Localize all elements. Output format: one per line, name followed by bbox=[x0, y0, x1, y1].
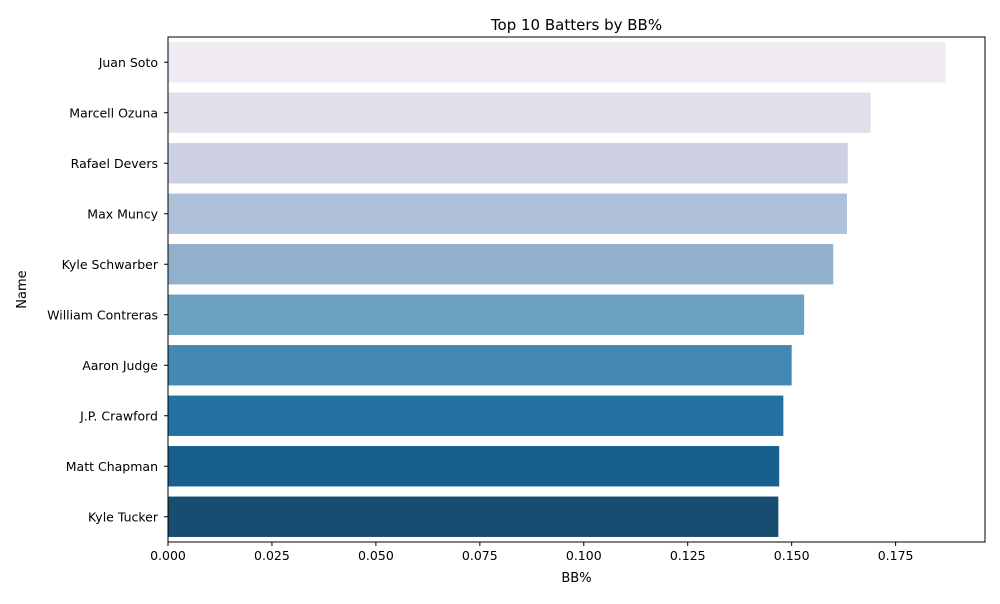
chart-title: Top 10 Batters by BB% bbox=[490, 16, 662, 34]
bar bbox=[168, 193, 847, 234]
y-tick-label: William Contreras bbox=[47, 307, 158, 322]
y-tick-label: Matt Chapman bbox=[66, 459, 158, 474]
x-tick-layer: 0.000 0.025 0.050 0.075 0.100 0.125 0.150 0.175 bbox=[150, 542, 914, 563]
bar bbox=[168, 143, 848, 184]
x-tick-label: 0.050 bbox=[358, 548, 394, 563]
x-tick-label: 0.125 bbox=[670, 548, 706, 563]
bar bbox=[168, 294, 805, 335]
x-tick-label: 0.000 bbox=[150, 548, 186, 563]
y-tick-label: Kyle Tucker bbox=[88, 509, 159, 524]
x-tick-label: 0.150 bbox=[774, 548, 810, 563]
y-tick-label: Juan Soto bbox=[98, 55, 158, 70]
x-tick-label: 0.075 bbox=[462, 548, 498, 563]
y-tick-label: Rafael Devers bbox=[71, 156, 158, 171]
x-tick-label: 0.025 bbox=[254, 548, 290, 563]
y-tick-label: Marcell Ozuna bbox=[69, 105, 158, 120]
bar bbox=[168, 446, 780, 487]
y-tick-layer: Juan Soto Marcell Ozuna Rafael Devers Max M… bbox=[47, 55, 168, 524]
y-tick-label: Aaron Judge bbox=[82, 358, 158, 373]
x-axis-label: BB% bbox=[561, 571, 591, 586]
y-tick-label: Kyle Schwarber bbox=[62, 257, 159, 272]
bar bbox=[168, 345, 792, 386]
x-tick-label: 0.175 bbox=[878, 548, 914, 563]
bar bbox=[168, 42, 946, 83]
y-axis-label: Name bbox=[15, 270, 30, 308]
bars-layer bbox=[168, 42, 946, 537]
y-tick-label: J.P. Crawford bbox=[79, 408, 158, 423]
bar bbox=[168, 92, 871, 133]
y-tick-label: Max Muncy bbox=[87, 206, 158, 221]
plot-frame bbox=[167, 36, 986, 543]
bar bbox=[168, 244, 834, 285]
x-tick-label: 0.100 bbox=[566, 548, 602, 563]
bar bbox=[168, 395, 784, 436]
bar bbox=[168, 496, 779, 537]
